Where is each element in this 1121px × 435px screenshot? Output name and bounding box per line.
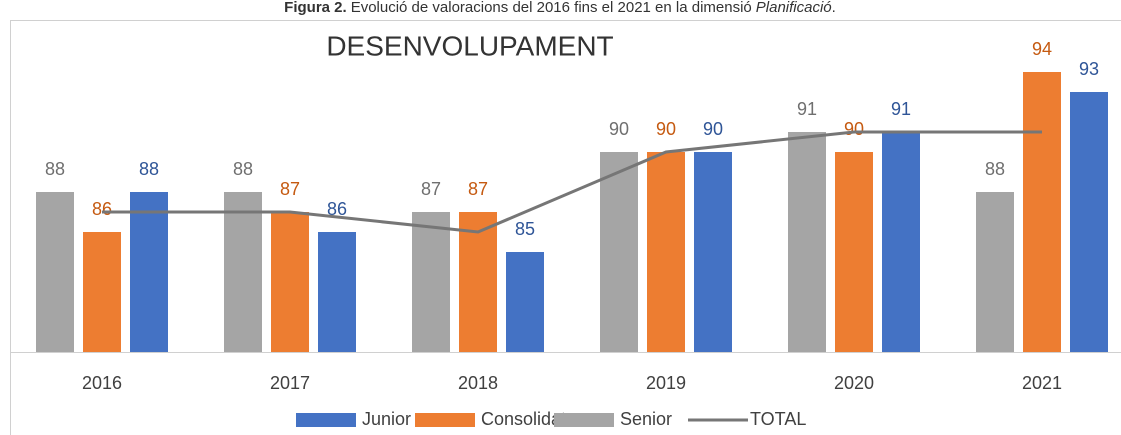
legend-label: TOTAL xyxy=(750,409,806,429)
bar xyxy=(647,152,685,352)
data-label: 88 xyxy=(45,159,65,179)
bar xyxy=(600,152,638,352)
legend-swatch xyxy=(554,413,614,427)
x-tick-label: 2017 xyxy=(270,373,310,393)
data-label: 94 xyxy=(1032,39,1052,59)
caption-label: Figura 2. xyxy=(284,0,347,16)
legend-swatch xyxy=(415,413,475,427)
data-label: 86 xyxy=(92,199,112,219)
bar xyxy=(318,232,356,352)
data-label: 85 xyxy=(515,219,535,239)
data-label: 90 xyxy=(703,119,723,139)
x-tick-label: 2021 xyxy=(1022,373,1062,393)
bar xyxy=(271,212,309,352)
caption-text: Evolució de valoracions del 2016 fins el… xyxy=(351,0,752,16)
x-tick-label: 2016 xyxy=(82,373,122,393)
bar xyxy=(1023,72,1061,352)
data-label: 90 xyxy=(656,119,676,139)
data-label: 90 xyxy=(844,119,864,139)
legend-label: Senior xyxy=(620,409,672,429)
x-tick-label: 2018 xyxy=(458,373,498,393)
line xyxy=(102,130,1042,234)
bar xyxy=(412,212,450,352)
data-label: 91 xyxy=(797,99,817,119)
data-label: 87 xyxy=(468,179,488,199)
bar xyxy=(36,192,74,352)
chart-title: DESENVOLUPAMENT xyxy=(326,30,613,61)
data-label: 90 xyxy=(609,119,629,139)
caption: Figura 2. Evolució de valoracions del 201… xyxy=(284,0,836,16)
bar xyxy=(506,252,544,352)
bar xyxy=(694,152,732,352)
data-label: 88 xyxy=(139,159,159,179)
bar xyxy=(130,192,168,352)
bar xyxy=(835,152,873,352)
x-tick-label: 2019 xyxy=(646,373,686,393)
chart-frame xyxy=(10,20,1121,435)
data-label: 93 xyxy=(1079,59,1099,79)
caption-end: . xyxy=(832,0,836,16)
legend-swatch xyxy=(296,413,356,427)
data-label: 88 xyxy=(985,159,1005,179)
bar xyxy=(976,192,1014,352)
data-label: 87 xyxy=(421,179,441,199)
legend-label: Junior xyxy=(362,409,411,429)
data-label: 87 xyxy=(280,179,300,199)
data-label: 86 xyxy=(327,199,347,219)
data-label: 91 xyxy=(891,99,911,119)
bar xyxy=(224,192,262,352)
bar xyxy=(1070,92,1108,352)
bar xyxy=(83,232,121,352)
caption-emphasis: Planificació xyxy=(756,0,832,16)
x-tick-label: 2020 xyxy=(834,373,874,393)
bar xyxy=(459,212,497,352)
bar xyxy=(882,132,920,352)
bar xyxy=(788,132,826,352)
data-label: 88 xyxy=(233,159,253,179)
legend-label: Consolidat xyxy=(481,409,566,429)
